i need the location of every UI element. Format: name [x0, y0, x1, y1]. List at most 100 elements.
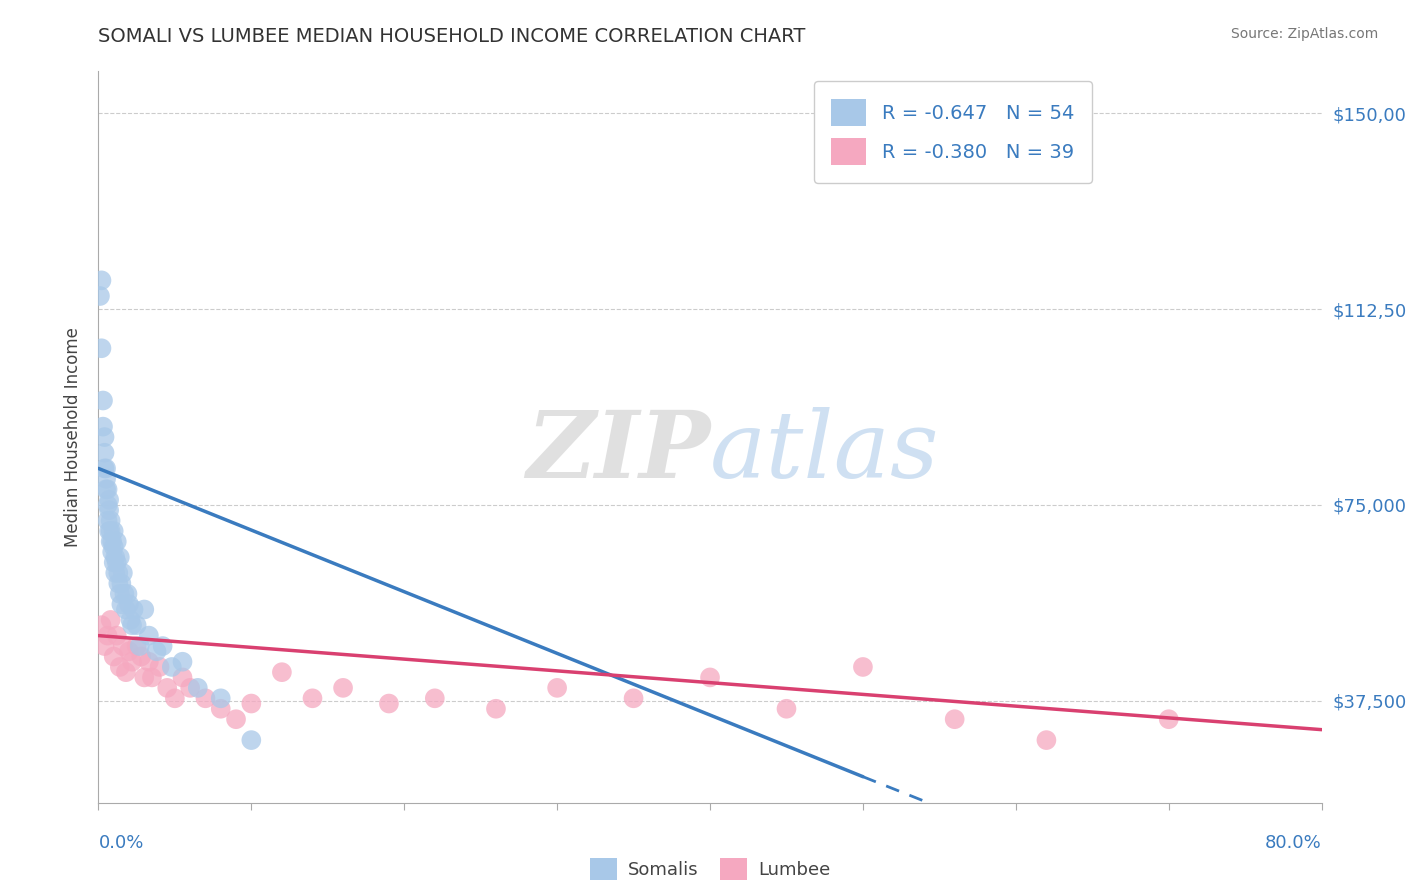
Point: [90, 618, 112, 632]
Point: [101, 534, 124, 549]
Point: [172, 670, 194, 684]
Point: [104, 566, 127, 580]
Point: [115, 665, 138, 680]
Point: [90, 273, 112, 287]
Point: [91, 419, 114, 434]
Text: Source: ZipAtlas.com: Source: ZipAtlas.com: [1230, 27, 1378, 41]
Point: [110, 597, 132, 611]
Point: [91, 393, 114, 408]
Point: [103, 649, 125, 664]
Point: [90, 341, 112, 355]
Point: [194, 691, 217, 706]
Point: [270, 665, 292, 680]
Point: [240, 697, 263, 711]
Point: [118, 644, 141, 658]
Point: [104, 550, 127, 565]
Point: [145, 644, 167, 658]
Point: [93, 639, 115, 653]
Point: [103, 540, 125, 554]
Point: [138, 629, 160, 643]
Point: [134, 670, 156, 684]
Point: [301, 691, 323, 706]
Text: 80.0%: 80.0%: [1265, 834, 1322, 852]
Point: [118, 597, 141, 611]
Point: [101, 545, 124, 559]
Point: [125, 639, 148, 653]
Point: [108, 660, 131, 674]
Point: [108, 550, 131, 565]
Point: [699, 670, 721, 684]
Point: [209, 702, 232, 716]
Point: [100, 613, 122, 627]
Point: [107, 566, 129, 580]
Point: [120, 613, 142, 627]
Point: [93, 430, 115, 444]
Point: [103, 524, 125, 538]
Point: [423, 691, 446, 706]
Y-axis label: Median Household Income: Median Household Income: [65, 327, 83, 547]
Point: [209, 691, 232, 706]
Point: [100, 534, 122, 549]
Point: [125, 618, 148, 632]
Point: [100, 524, 122, 538]
Point: [163, 691, 186, 706]
Point: [98, 503, 121, 517]
Point: [122, 602, 145, 616]
Point: [94, 461, 117, 475]
Point: [160, 660, 183, 674]
Point: [100, 514, 122, 528]
Point: [240, 733, 263, 747]
Point: [943, 712, 966, 726]
Point: [141, 670, 163, 684]
Point: [93, 461, 115, 475]
Point: [110, 576, 132, 591]
Point: [97, 483, 120, 497]
Point: [105, 629, 128, 643]
Point: [112, 587, 135, 601]
Point: [94, 472, 117, 486]
Point: [121, 618, 143, 632]
Point: [93, 446, 115, 460]
Point: [128, 639, 150, 653]
Point: [111, 566, 134, 580]
Point: [332, 681, 354, 695]
Point: [129, 649, 152, 664]
Text: 0.0%: 0.0%: [98, 834, 143, 852]
Point: [138, 655, 160, 669]
Point: [1157, 712, 1180, 726]
Point: [115, 602, 138, 616]
Point: [97, 498, 120, 512]
Point: [105, 534, 128, 549]
Point: [97, 629, 120, 643]
Point: [187, 681, 209, 695]
Point: [107, 576, 129, 591]
Point: [121, 655, 143, 669]
Point: [172, 655, 194, 669]
Point: [108, 587, 131, 601]
Point: [546, 681, 568, 695]
Point: [94, 483, 117, 497]
Point: [98, 492, 121, 507]
Point: [103, 556, 125, 570]
Point: [149, 660, 172, 674]
Text: atlas: atlas: [710, 407, 939, 497]
Point: [156, 681, 179, 695]
Point: [852, 660, 875, 674]
Point: [152, 639, 174, 653]
Point: [117, 587, 139, 601]
Point: [97, 514, 120, 528]
Point: [225, 712, 247, 726]
Text: SOMALI VS LUMBEE MEDIAN HOUSEHOLD INCOME CORRELATION CHART: SOMALI VS LUMBEE MEDIAN HOUSEHOLD INCOME…: [98, 27, 806, 45]
Point: [623, 691, 645, 706]
Point: [179, 681, 201, 695]
Point: [111, 639, 134, 653]
Point: [485, 702, 508, 716]
Point: [89, 289, 111, 303]
Point: [105, 556, 128, 570]
Point: [134, 602, 156, 616]
Point: [378, 697, 401, 711]
Point: [1035, 733, 1057, 747]
Point: [98, 524, 121, 538]
Point: [775, 702, 797, 716]
Text: ZIP: ZIP: [526, 407, 710, 497]
